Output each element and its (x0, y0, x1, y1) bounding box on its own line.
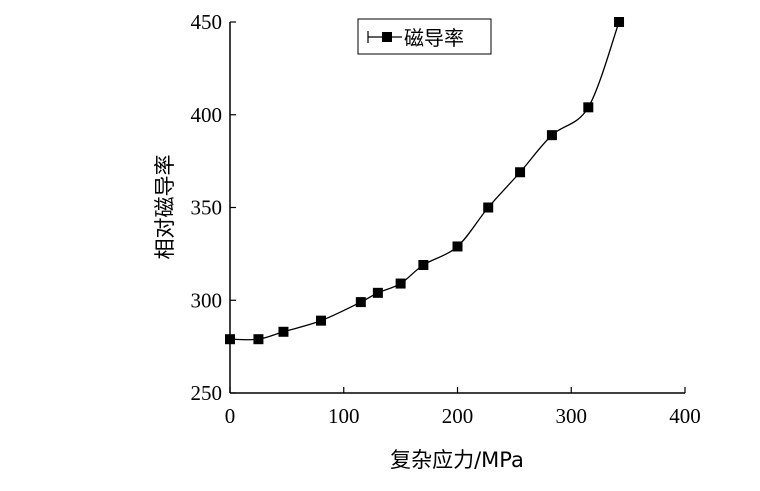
tick-labels: 0 100 200 300 400 250 300 350 400 450 (191, 10, 701, 428)
series-layer (225, 17, 625, 345)
legend-marker (382, 32, 392, 42)
data-point-marker (395, 278, 406, 289)
y-tick-label: 450 (191, 10, 223, 34)
data-point-marker (515, 167, 526, 178)
legend-label: 磁导率 (404, 26, 464, 50)
data-point-marker (225, 334, 235, 345)
data-point-marker (583, 102, 594, 113)
data-point-marker (483, 202, 494, 213)
x-tick-label: 400 (669, 404, 701, 428)
x-axis-title: 复杂应力/MPa (390, 448, 524, 472)
data-point-marker (372, 287, 383, 298)
tick-marks (229, 21, 686, 394)
series-line (229, 21, 620, 341)
data-point-marker (546, 130, 557, 141)
x-tick-label: 0 (225, 404, 236, 428)
y-tick-label: 250 (191, 381, 223, 405)
data-point-marker (614, 17, 625, 27)
x-tick-label: 200 (442, 404, 474, 428)
data-point-marker (418, 260, 429, 271)
data-point-marker (316, 315, 326, 326)
axes (229, 22, 685, 394)
data-point-marker (278, 326, 289, 337)
y-tick-label: 350 (191, 196, 223, 220)
y-tick-label: 400 (191, 103, 223, 127)
y-tick-label: 300 (191, 288, 223, 312)
x-tick-label: 300 (556, 404, 588, 428)
data-point-marker (253, 334, 264, 345)
data-point-marker (355, 297, 366, 308)
x-tick-label: 100 (328, 404, 360, 428)
y-axis-title: 相对磁导率 (153, 155, 177, 260)
data-point-marker (452, 241, 463, 252)
legend: 磁导率 (357, 18, 492, 55)
